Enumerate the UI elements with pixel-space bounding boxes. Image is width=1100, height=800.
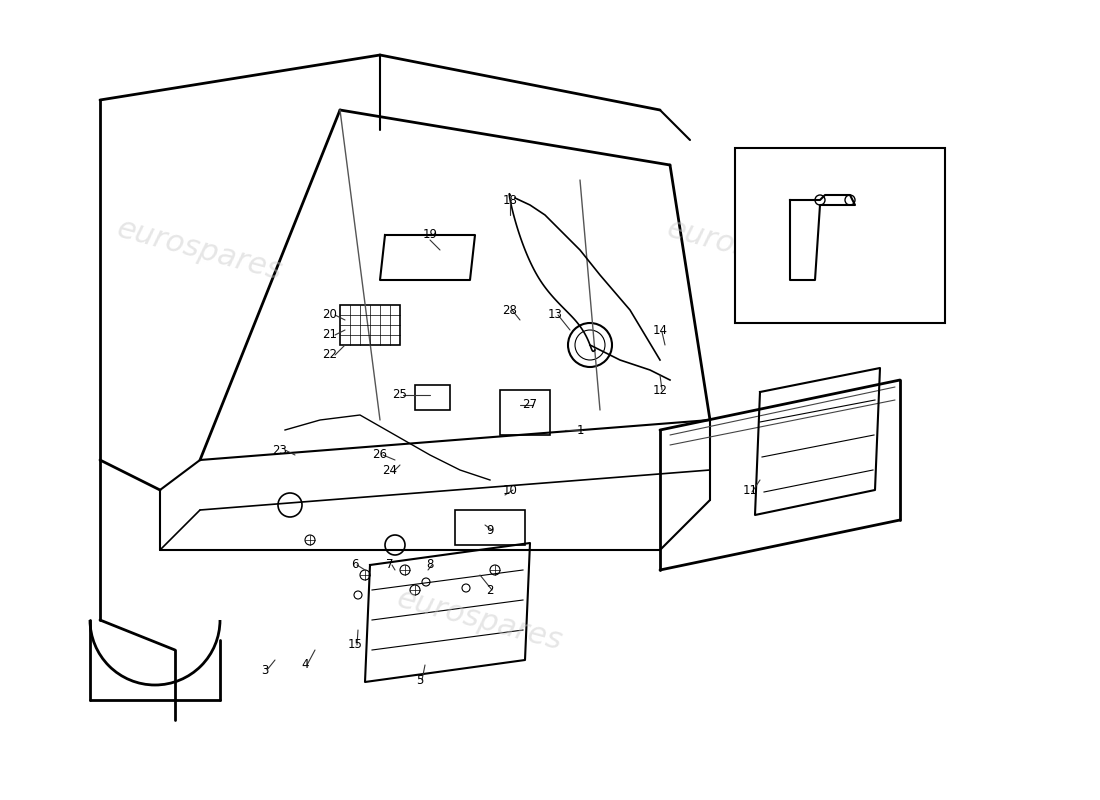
Text: 19: 19 (422, 229, 438, 242)
Text: 3: 3 (262, 663, 268, 677)
Text: 20: 20 (322, 309, 338, 322)
Bar (455, 510, 525, 545)
Text: 4: 4 (301, 658, 309, 671)
Text: 2: 2 (486, 583, 494, 597)
Text: 9: 9 (486, 523, 494, 537)
Text: 5: 5 (416, 674, 424, 686)
Text: 27: 27 (522, 398, 538, 411)
Text: 12: 12 (652, 383, 668, 397)
Text: eurospares: eurospares (664, 214, 836, 286)
Text: 21: 21 (322, 329, 338, 342)
Bar (415, 385, 450, 410)
Text: 6: 6 (351, 558, 359, 571)
Text: 22: 22 (322, 349, 338, 362)
Text: 15: 15 (348, 638, 362, 651)
Text: 10: 10 (503, 483, 517, 497)
Text: 1: 1 (576, 423, 584, 437)
Bar (500, 390, 550, 435)
Text: 26: 26 (373, 449, 387, 462)
Text: 8: 8 (427, 558, 433, 571)
Text: eurospares: eurospares (394, 584, 566, 656)
Text: 14: 14 (652, 323, 668, 337)
Text: 24: 24 (383, 463, 397, 477)
Text: 23: 23 (273, 443, 287, 457)
Text: 18: 18 (503, 194, 517, 206)
Text: 7: 7 (386, 558, 394, 571)
Text: 28: 28 (503, 303, 517, 317)
Text: 11: 11 (742, 483, 758, 497)
Bar (340, 305, 400, 345)
Bar (735, 148, 945, 323)
Text: 25: 25 (393, 389, 407, 402)
Text: eurospares: eurospares (114, 214, 286, 286)
Text: 16: 16 (823, 249, 837, 262)
Text: 13: 13 (548, 309, 562, 322)
